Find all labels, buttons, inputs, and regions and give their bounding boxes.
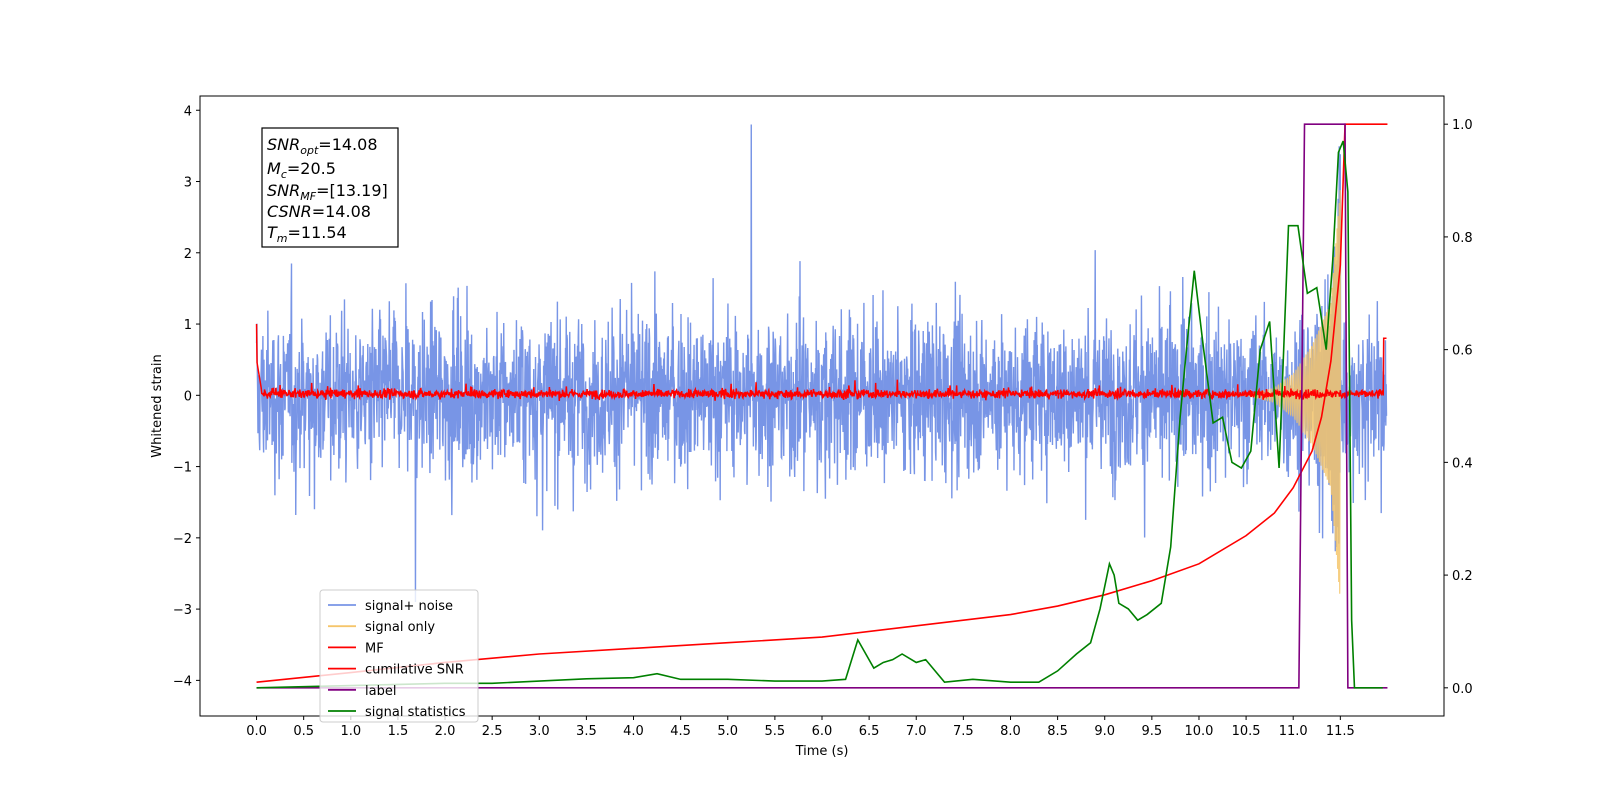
snr-opt-annotation: SNRopt=14.08 — [267, 135, 378, 157]
y-axis-ticks: −4 −3 −2 −1 0 1 2 3 4 — [173, 104, 200, 689]
legend-label: MF — [365, 641, 384, 656]
mf-series — [255, 324, 1387, 402]
right-axis-series — [256, 123, 1388, 689]
x-tick-label: 6.0 — [812, 724, 833, 739]
y-tick-label: 1 — [184, 318, 192, 333]
y-tick-label: −2 — [173, 532, 192, 547]
x-tick-label: 2.0 — [435, 724, 456, 739]
x-tick-label: 10.0 — [1184, 724, 1213, 739]
x-tick-label: 11.5 — [1326, 724, 1355, 739]
csnr-annotation: CSNR=14.08 — [267, 202, 371, 221]
x-tick-label: 2.5 — [482, 724, 503, 739]
signal-noise-line — [255, 124, 1388, 602]
x-tick-label: 3.0 — [529, 724, 550, 739]
x-tick-label: 1.5 — [388, 724, 409, 739]
y2-tick-label: 0.2 — [1452, 569, 1473, 584]
x-axis-label: Time (s) — [795, 744, 849, 759]
legend-label: label — [365, 684, 396, 699]
x-tick-label: 8.5 — [1047, 724, 1068, 739]
cumilative-snr-line — [256, 123, 1388, 683]
x-tick-label: 1.0 — [340, 724, 361, 739]
tm-annotation: Tm=11.54 — [267, 223, 347, 245]
legend-label: signal only — [365, 620, 435, 635]
y2-axis-ticks: 0.0 0.2 0.4 0.6 0.8 1.0 — [1444, 118, 1473, 697]
y-tick-label: 4 — [184, 104, 192, 119]
mc-annotation: Mc=20.5 — [267, 159, 336, 181]
legend: signal+ noise signal only MF cumilative SNR… — [319, 589, 479, 723]
legend-label: cumilative SNR — [365, 663, 464, 678]
y-tick-label: 2 — [184, 247, 192, 262]
y-tick-label: 3 — [184, 176, 192, 191]
y2-tick-label: 0.0 — [1452, 682, 1473, 697]
x-tick-label: 7.5 — [953, 724, 974, 739]
y-tick-label: −1 — [173, 461, 192, 476]
signal-noise-series — [255, 124, 1388, 602]
signal-statistics-line — [256, 140, 1383, 689]
x-tick-label: 0.5 — [293, 724, 314, 739]
x-tick-label: 0.0 — [246, 724, 267, 739]
x-tick-label: 5.5 — [765, 724, 786, 739]
y-axis-label: Whitened strain — [150, 354, 165, 457]
x-tick-label: 11.0 — [1279, 724, 1308, 739]
y2-tick-label: 1.0 — [1452, 118, 1473, 133]
x-tick-label: 8.0 — [1000, 724, 1021, 739]
x-tick-label: 10.5 — [1232, 724, 1261, 739]
x-tick-label: 7.0 — [906, 724, 927, 739]
mf-line — [255, 324, 1387, 402]
x-axis-ticks: 0.0 0.5 1.0 1.5 2.0 2.5 3.0 3.5 4.0 4.5 5.0 5.5 6.0 6… — [246, 716, 1355, 739]
y2-tick-label: 0.8 — [1452, 231, 1473, 246]
snr-mf-annotation: SNRMF=[13.19] — [267, 181, 388, 203]
y2-tick-label: 0.4 — [1452, 456, 1473, 471]
y-tick-label: −4 — [173, 674, 192, 689]
x-tick-label: 4.5 — [670, 724, 691, 739]
y-tick-label: −3 — [173, 603, 192, 618]
legend-frame — [319, 589, 479, 723]
x-tick-label: 5.0 — [717, 724, 738, 739]
x-tick-label: 4.0 — [623, 724, 644, 739]
x-tick-label: 9.5 — [1142, 724, 1163, 739]
annotation-box: SNRopt=14.08 Mc=20.5 SNRMF=[13.19] CSNR=… — [261, 127, 399, 248]
y2-tick-label: 0.6 — [1452, 344, 1473, 359]
x-tick-label: 9.0 — [1094, 724, 1115, 739]
legend-label: signal+ noise — [365, 599, 453, 614]
x-tick-label: 3.5 — [576, 724, 597, 739]
x-tick-label: 6.5 — [859, 724, 880, 739]
legend-label: signal statistics — [365, 705, 466, 720]
y-tick-label: 0 — [184, 389, 192, 404]
